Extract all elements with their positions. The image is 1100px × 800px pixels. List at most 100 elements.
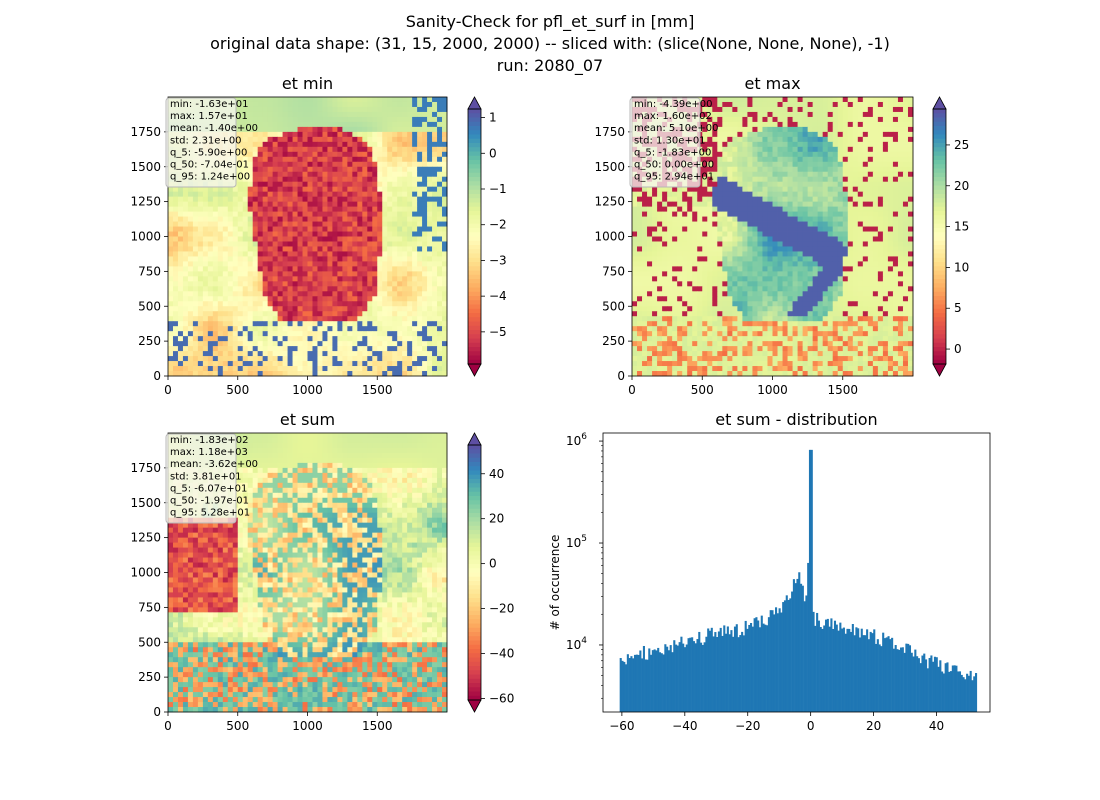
heatmap-cell <box>382 171 388 178</box>
heatmap-cell <box>802 241 809 247</box>
heatmap-cell <box>897 97 904 103</box>
heatmap-cell <box>332 351 338 357</box>
heatmap-cell <box>242 251 249 257</box>
heatmap-cell <box>802 226 809 232</box>
heatmap-cell <box>407 106 413 113</box>
heatmap-cell <box>307 231 313 237</box>
heatmap-cell <box>877 216 884 222</box>
heatmap-cell <box>402 146 408 153</box>
heatmap-cell <box>282 356 288 362</box>
heatmap-cell <box>407 281 413 287</box>
heatmap-cell <box>267 331 274 337</box>
heatmap-cell <box>237 121 244 128</box>
heatmap-cell <box>317 196 323 203</box>
heatmap-cell <box>287 301 293 307</box>
heatmap-cell <box>412 321 418 327</box>
heatmap-cell <box>232 331 239 337</box>
heatmap-cell <box>377 346 383 352</box>
heatmap-cell <box>717 201 723 208</box>
heatmap-cell <box>242 126 249 133</box>
heatmap-cell <box>212 291 219 297</box>
heatmap-cell <box>267 126 274 133</box>
heatmap-cell <box>168 281 174 287</box>
heatmap-cell <box>302 206 308 212</box>
heatmap-cell <box>272 131 279 138</box>
heatmap-cell <box>312 111 318 118</box>
heatmap-cell <box>237 171 244 178</box>
heatmap-cell <box>317 121 323 128</box>
heatmap-cell <box>327 361 333 367</box>
heatmap-cell <box>252 97 259 103</box>
heatmap-cell <box>867 116 874 123</box>
heatmap-cell <box>802 216 809 222</box>
heatmap-cell <box>272 361 279 367</box>
heatmap-cell <box>307 106 313 113</box>
heatmap-cell <box>297 236 303 242</box>
heatmap-cell <box>342 351 348 357</box>
heatmap-cell <box>282 186 288 193</box>
heatmap-cell <box>417 116 423 123</box>
heatmap-cell <box>332 216 338 222</box>
heatmap-cell <box>272 326 279 332</box>
heatmap-cell <box>352 111 358 118</box>
heatmap-cell <box>267 201 274 208</box>
heatmap-cell <box>422 321 428 327</box>
heatmap-cell <box>267 186 274 193</box>
heatmap-cell <box>777 201 783 208</box>
heatmap-cell <box>412 136 418 143</box>
heatmap-cell <box>302 296 308 302</box>
heatmap-cell <box>292 266 298 272</box>
heatmap-cell <box>737 181 743 188</box>
heatmap-cell <box>727 181 733 188</box>
heatmap-cell <box>302 226 308 232</box>
heatmap-cell <box>382 226 388 232</box>
heatmap-cell <box>682 241 688 247</box>
heatmap-cell <box>377 336 383 342</box>
heatmap-cell <box>357 156 363 163</box>
heatmap-cell <box>717 241 723 247</box>
heatmap-cell <box>357 116 363 123</box>
heatmap-cell <box>287 216 293 222</box>
heatmap-cell <box>792 97 798 103</box>
heatmap-cell <box>387 311 393 317</box>
heatmap-cell <box>732 121 738 128</box>
heatmap-cell <box>347 316 353 322</box>
heatmap-cell <box>807 166 814 173</box>
heatmap-cell <box>442 241 448 247</box>
heatmap-cell <box>717 146 723 153</box>
heatmap-cell <box>427 316 433 322</box>
heatmap-cell <box>752 246 758 252</box>
heatmap-cell <box>777 97 783 103</box>
heatmap-cell <box>767 121 773 128</box>
heatmap-cell <box>867 106 874 113</box>
heatmap-cell <box>642 211 648 217</box>
heatmap-cell <box>427 206 433 212</box>
heatmap-cell <box>192 266 199 272</box>
heatmap-cell <box>777 121 783 128</box>
heatmap-cell <box>842 221 849 227</box>
heatmap-cell <box>302 316 308 322</box>
heatmap-cell <box>832 106 839 113</box>
heatmap-cell <box>677 236 683 242</box>
heatmap-cell <box>767 106 773 113</box>
heatmap-cell <box>842 131 849 138</box>
heatmap-cell <box>192 361 199 367</box>
heatmap-cell <box>357 186 363 193</box>
heatmap-cell <box>857 166 864 173</box>
heatmap-cell <box>352 306 358 312</box>
heatmap-cell <box>647 226 653 232</box>
heatmap-cell <box>797 191 804 198</box>
heatmap-cell <box>817 146 824 153</box>
heatmap-cell <box>277 291 283 297</box>
heatmap-cell <box>247 216 254 222</box>
heatmap-cell <box>337 166 343 173</box>
heatmap-cell <box>372 246 378 252</box>
heatmap-cell <box>257 241 264 247</box>
heatmap-cell <box>312 306 318 312</box>
heatmap-cell <box>742 201 748 208</box>
heatmap-cell <box>867 206 874 212</box>
heatmap-cell <box>377 106 383 113</box>
heatmap-cell <box>737 246 743 252</box>
heatmap-cell <box>822 151 829 158</box>
heatmap-cell <box>442 126 448 133</box>
